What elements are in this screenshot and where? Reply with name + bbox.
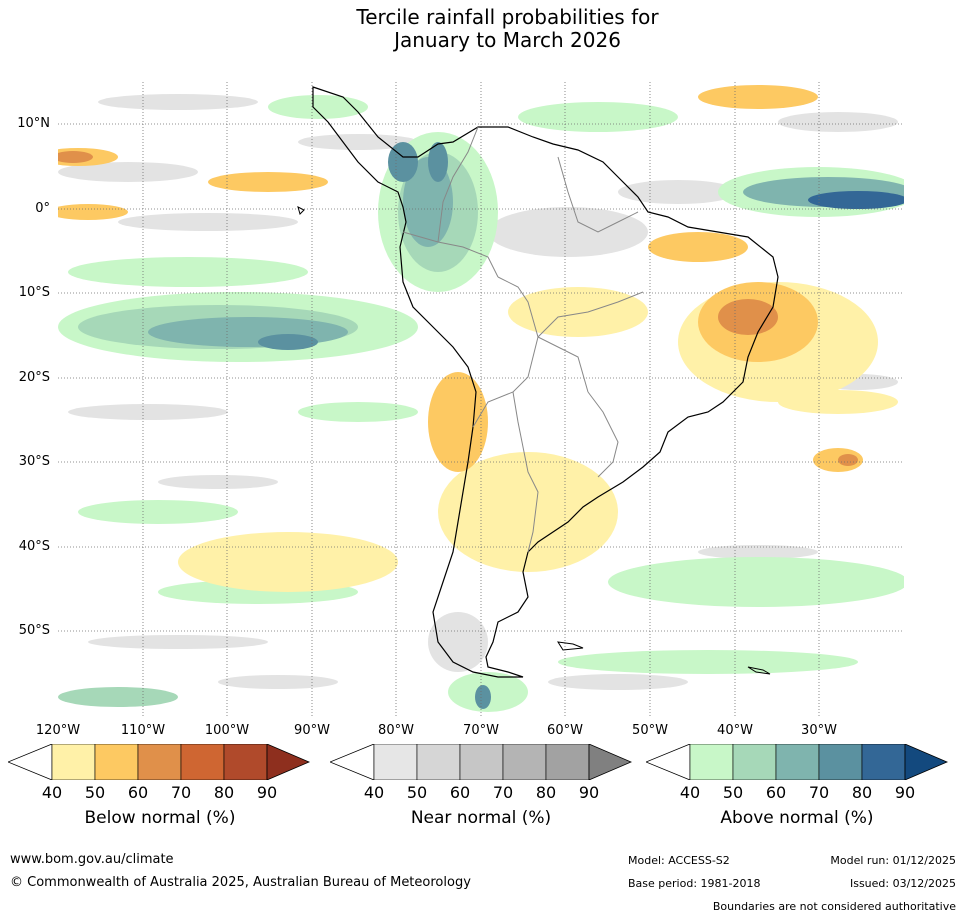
above-tick-70: 70 (808, 783, 830, 802)
footer-base-period: Base period: 1981-2018 (628, 877, 761, 890)
lon-label-100w: 100°W (204, 723, 250, 738)
near-swatch-3 (459, 744, 504, 780)
south-america-coastline (312, 86, 779, 678)
near-tick-40: 40 (363, 783, 385, 802)
near-swatch-5 (545, 744, 590, 780)
lon-label-90w: 90°W (294, 723, 330, 738)
above-swatch-2 (732, 744, 777, 780)
lat-label-20s: 20°S (18, 370, 50, 385)
near-swatch-6 (588, 744, 632, 780)
above-tick-40: 40 (679, 783, 701, 802)
above-normal-shading (58, 95, 904, 712)
below-swatch-5 (223, 744, 268, 780)
above-normal-label: Above normal (%) (720, 808, 874, 828)
islands (297, 206, 771, 675)
below-tick-60: 60 (127, 783, 149, 802)
below-swatch-3 (137, 744, 182, 780)
above-swatch-3 (775, 744, 820, 780)
lat-label-10n: 10°N (17, 116, 50, 131)
lon-label-80w: 80°W (378, 723, 414, 738)
below-swatch-2 (94, 744, 139, 780)
title-line-2: January to March 2026 (394, 28, 621, 52)
rainfall-map (58, 82, 904, 716)
near-tick-50: 50 (406, 783, 428, 802)
lon-label-30w: 30°W (801, 723, 837, 738)
below-swatch-4 (180, 744, 225, 780)
footer-copyright: © Commonwealth of Australia 2025, Austra… (10, 875, 471, 890)
lat-label-10s: 10°S (18, 285, 50, 300)
below-tick-90: 90 (256, 783, 278, 802)
above-swatch-1 (689, 744, 734, 780)
below-normal-colorbar (8, 744, 310, 780)
near-swatch-2 (416, 744, 461, 780)
above-swatch-6 (904, 744, 948, 780)
title-line-1: Tercile rainfall probabilities for (356, 5, 659, 29)
near-tick-70: 70 (492, 783, 514, 802)
near-swatch-4 (502, 744, 547, 780)
footer-url: www.bom.gov.au/climate (10, 852, 174, 867)
lon-label-40w: 40°W (717, 723, 753, 738)
below-tick-50: 50 (84, 783, 106, 802)
above-swatch-4 (818, 744, 863, 780)
below-swatch-1 (51, 744, 96, 780)
lat-label-eq: 0° (35, 201, 50, 216)
near-tick-60: 60 (449, 783, 471, 802)
lon-label-50w: 50°W (632, 723, 668, 738)
below-swatch-6 (266, 744, 310, 780)
near-normal-label: Near normal (%) (410, 808, 552, 828)
below-tick-80: 80 (213, 783, 235, 802)
lon-label-120w: 120°W (35, 723, 81, 738)
lon-label-110w: 110°W (120, 723, 166, 738)
above-tick-90: 90 (894, 783, 916, 802)
graticule (58, 82, 904, 716)
below-normal-label: Below normal (%) (84, 808, 236, 828)
footer-model-run: Model run: 01/12/2025 (830, 854, 956, 867)
footer-issued: Issued: 03/12/2025 (849, 877, 956, 890)
footer-model: Model: ACCESS-S2 (628, 854, 730, 867)
lon-label-70w: 70°W (463, 723, 499, 738)
near-tick-80: 80 (535, 783, 557, 802)
below-tick-70: 70 (170, 783, 192, 802)
above-tick-80: 80 (851, 783, 873, 802)
near-tick-90: 90 (578, 783, 600, 802)
near-normal-colorbar (330, 744, 632, 780)
lat-label-40s: 40°S (18, 539, 50, 554)
lon-label-60w: 60°W (547, 723, 583, 738)
lat-label-30s: 30°S (18, 454, 50, 469)
below-tick-40: 40 (41, 783, 63, 802)
above-normal-colorbar (646, 744, 948, 780)
above-swatch-5 (861, 744, 906, 780)
country-borders (402, 126, 644, 553)
lat-label-50s: 50°S (18, 623, 50, 638)
footer-disclaimer: Boundaries are not considered authoritat… (712, 900, 956, 913)
above-tick-60: 60 (765, 783, 787, 802)
near-swatch-1 (373, 744, 418, 780)
above-tick-50: 50 (722, 783, 744, 802)
